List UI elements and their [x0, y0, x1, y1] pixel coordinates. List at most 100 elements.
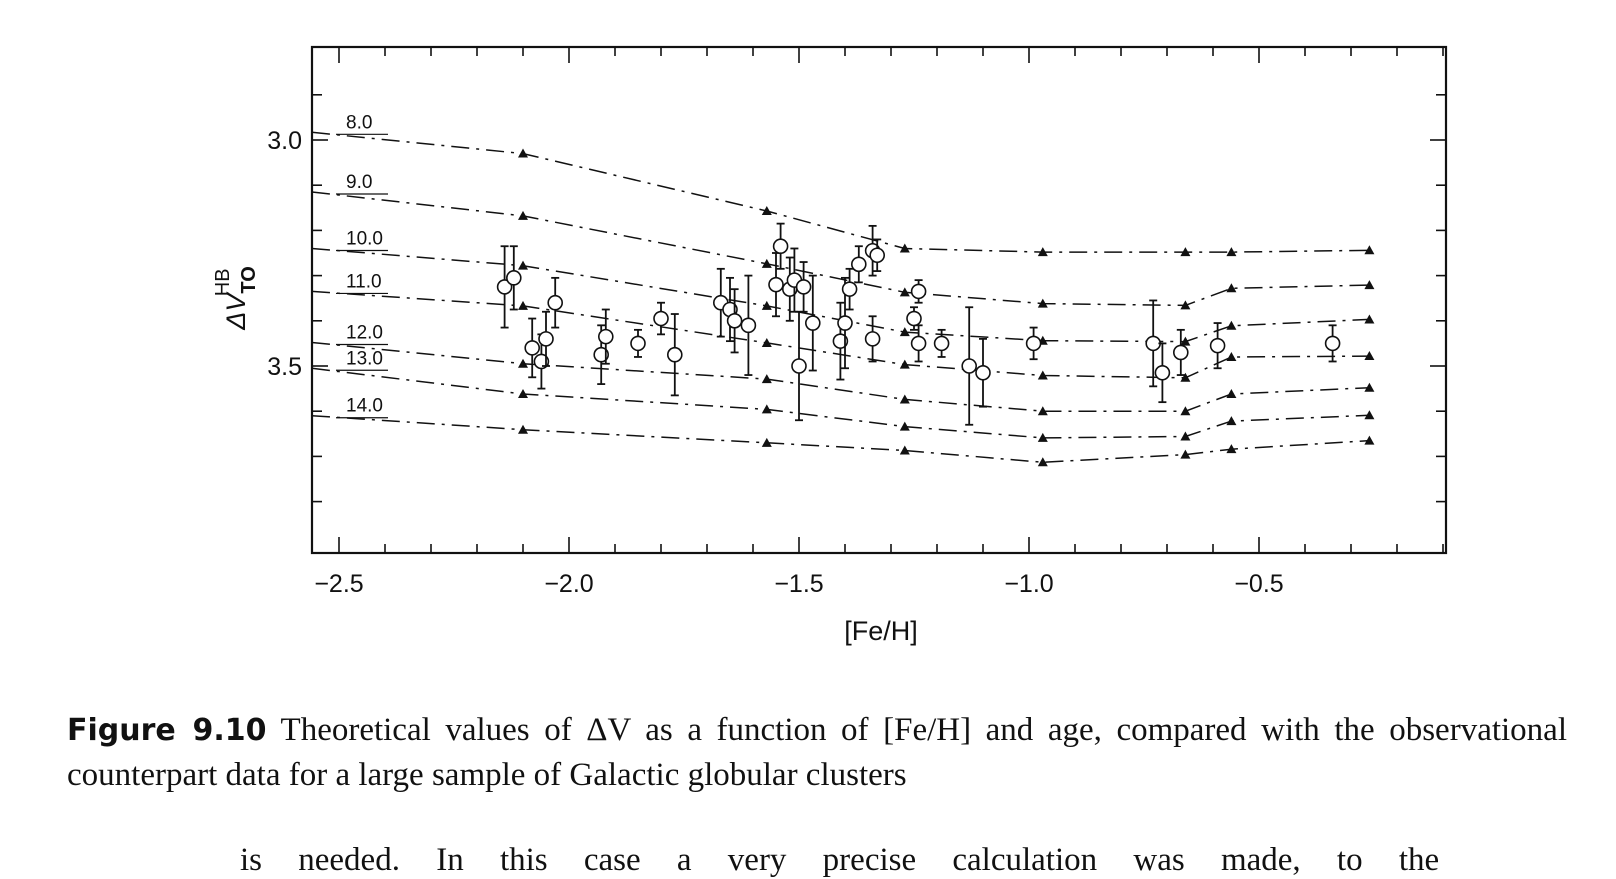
model-triangle [1180, 336, 1191, 346]
observation-point [666, 346, 683, 363]
y-tick-label: 3.0 [267, 127, 302, 155]
model-triangle [518, 260, 528, 270]
model-triangle [1226, 283, 1237, 293]
model-triangle [1180, 372, 1191, 382]
model-triangle [899, 445, 910, 455]
observation-point [1173, 344, 1189, 361]
observation-point [533, 353, 550, 370]
age-label: 14.0 [346, 396, 383, 417]
observation-point [1154, 364, 1171, 381]
age-label: 13.0 [346, 348, 383, 369]
observation-point [841, 281, 858, 297]
observation-point [630, 335, 646, 352]
model-triangle [1226, 351, 1237, 361]
model-lines [311, 131, 1370, 464]
observation-point [593, 346, 610, 363]
model-line-8.0 [311, 131, 1370, 253]
x-tick-label: −0.5 [1234, 570, 1283, 598]
y-tick-label: 3.5 [267, 353, 302, 381]
model-triangle [899, 287, 910, 297]
plot-frame [310, 45, 1448, 555]
observation-point [906, 310, 922, 327]
model-triangle [1226, 247, 1237, 257]
observation-point [791, 358, 807, 374]
observation-point [726, 312, 743, 329]
model-line-13.0 [311, 367, 1370, 439]
model-triangle [1037, 457, 1048, 467]
model-line-14.0 [311, 414, 1370, 464]
observation-point [653, 310, 669, 327]
y-axis-title-main: ΔV [221, 291, 251, 331]
body-text-line: is needed. In this case a very precise c… [240, 842, 1440, 878]
model-triangle [1180, 300, 1191, 310]
observation-point [505, 270, 522, 286]
figure-number: Figure 9.10 [67, 713, 267, 748]
observation-point [740, 317, 757, 334]
observation-point [864, 331, 881, 347]
caption-text: Theoretical values of ΔV as a function o… [67, 712, 1567, 793]
y-axis-title-sub: TO [238, 266, 260, 293]
observation-point [795, 279, 812, 295]
x-tick-label: −1.5 [774, 570, 823, 598]
age-label: 11.0 [346, 271, 382, 292]
model-triangle [761, 205, 772, 215]
model-triangle [518, 389, 528, 399]
model-line-9.0 [311, 191, 1370, 307]
model-triangle [518, 358, 528, 368]
observation-point [768, 276, 784, 293]
model-triangle [1180, 431, 1191, 441]
observation-point [850, 256, 867, 273]
observation-point [933, 335, 950, 352]
model-triangle [761, 337, 772, 347]
observation-point [547, 294, 564, 311]
observation-point [597, 328, 614, 345]
observations [496, 222, 1341, 426]
model-triangle [1226, 444, 1237, 454]
model-triangle [1037, 247, 1048, 257]
observation-point [772, 238, 789, 255]
model-line-12.0 [311, 341, 1370, 412]
model-triangle [1364, 280, 1375, 290]
x-tick-label: −2.0 [544, 570, 593, 598]
x-tick-label: −1.0 [1004, 570, 1053, 598]
age-label: 9.0 [346, 172, 372, 193]
model-triangle [1037, 432, 1048, 442]
model-triangle [518, 424, 528, 434]
observation-point [496, 279, 513, 295]
model-triangle [761, 374, 772, 384]
model-triangle [1364, 410, 1375, 420]
model-triangle [761, 404, 772, 414]
observation-point [869, 247, 886, 264]
model-triangle [899, 327, 910, 337]
figure-caption: Figure 9.10 Theoretical values of ΔV as a… [67, 708, 1567, 797]
model-triangle [518, 148, 528, 158]
model-triangle [1364, 245, 1375, 255]
model-triangle [899, 421, 910, 431]
y-tick-labels: 3.0 3.5 [267, 127, 302, 381]
model-triangle [1037, 370, 1048, 380]
model-line-10.0 [311, 247, 1370, 343]
y-axis-title: ΔVTOHB [212, 266, 260, 331]
age-label: 12.0 [346, 322, 383, 343]
observation-point [524, 340, 541, 356]
model-triangle [1037, 406, 1048, 416]
observation-point [832, 333, 849, 349]
x-tick-label: −2.5 [314, 570, 363, 598]
model-triangle [1180, 449, 1191, 459]
observation-point [910, 283, 927, 300]
model-triangle [1226, 416, 1237, 426]
model-triangle [1364, 314, 1375, 324]
observation-point [910, 335, 927, 352]
observation-point [975, 364, 991, 381]
model-triangle [761, 258, 772, 268]
model-points [518, 148, 1375, 467]
model-triangle [1180, 247, 1191, 257]
x-axis-title: [Fe/H] [844, 616, 918, 646]
observation-point [1025, 335, 1042, 352]
model-triangle [1364, 351, 1375, 361]
observation-point [1209, 337, 1226, 354]
model-triangle [1226, 320, 1237, 330]
observation-point [804, 315, 821, 331]
model-triangle [761, 437, 772, 447]
